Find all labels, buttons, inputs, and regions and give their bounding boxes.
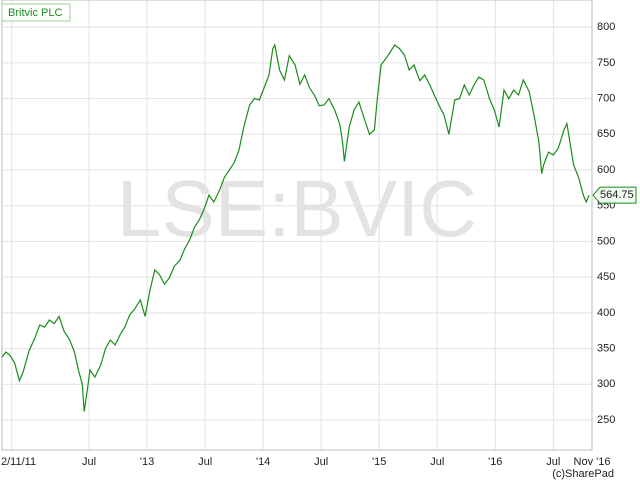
y-tick-label: 800 [597, 21, 615, 33]
legend [1, 3, 71, 22]
y-tick-label: 650 [597, 128, 615, 140]
x-tick-label: '14 [256, 456, 270, 468]
y-tick-label: 300 [597, 378, 615, 390]
x-tick-label: '16 [488, 456, 502, 468]
y-tick-label: 500 [597, 235, 615, 247]
price-line [1, 43, 590, 412]
x-tick-label: Jul [82, 456, 96, 468]
y-tick-label: 350 [597, 342, 615, 354]
watermark: LSE:BVIC [117, 164, 477, 253]
y-tick-label: 450 [597, 271, 615, 283]
x-tick-label: Nov '16 [574, 456, 611, 468]
y-tick-label: 600 [597, 164, 615, 176]
last-value-callout [592, 186, 637, 204]
x-tick-label: '15 [372, 456, 386, 468]
x-tick-label: Jul [430, 456, 444, 468]
plot-border [1, 0, 593, 451]
x-tick-label: Jul [314, 456, 328, 468]
credit: (c)SharePad [552, 468, 614, 480]
x-tick-label: 2/11/11 [1, 456, 36, 468]
grid [1, 0, 593, 451]
y-tick-label: 400 [597, 307, 615, 319]
x-tick-label: '13 [140, 456, 154, 468]
legend-entry: Britvic PLC [8, 7, 62, 19]
x-tick-label: Jul [546, 456, 560, 468]
x-tick-label: Jul [198, 456, 212, 468]
last-value-label: 564.75 [600, 189, 634, 201]
y-tick-label: 250 [597, 414, 615, 426]
plot [1, 43, 590, 412]
y-tick-label: 700 [597, 92, 615, 104]
y-tick-label: 750 [597, 57, 615, 69]
